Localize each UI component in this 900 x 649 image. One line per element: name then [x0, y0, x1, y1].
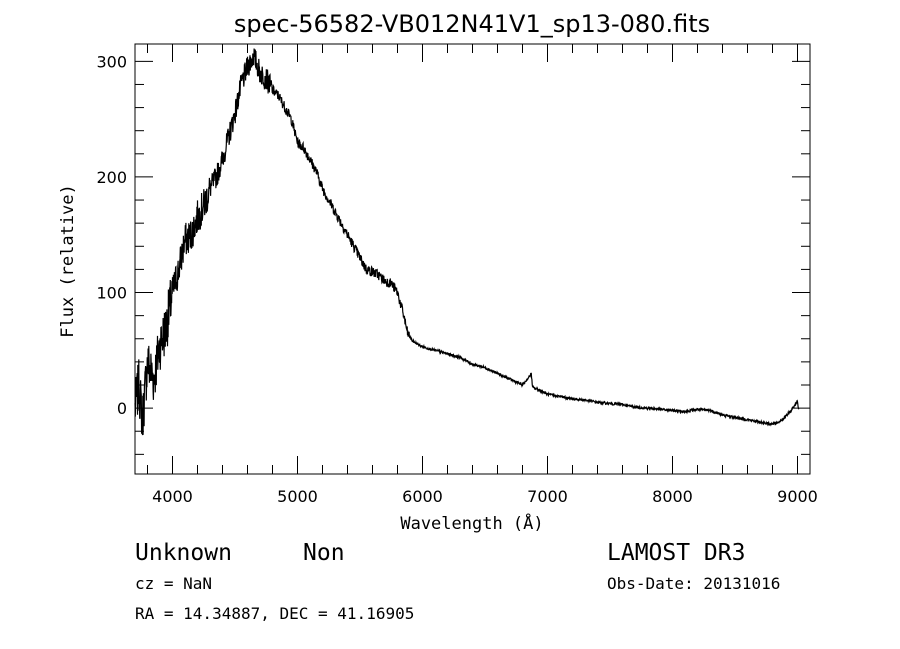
obs-date-label: Obs-Date: 20131016: [607, 574, 780, 593]
y-axis-ticks: 0 100 200 300: [96, 52, 810, 455]
subclass-label: Non: [303, 540, 345, 566]
chart-title: spec-56582-VB012N41V1_sp13-080.fits: [234, 10, 710, 38]
x-tick-label: 6000: [402, 487, 443, 506]
x-tick-label: 7000: [527, 487, 568, 506]
cz-label: cz = NaN: [135, 574, 212, 593]
spectrum-series-line: [134, 48, 800, 436]
x-tick-label: 8000: [652, 487, 693, 506]
y-axis-label: Flux (relative): [58, 184, 78, 338]
x-tick-label: 5000: [277, 487, 318, 506]
y-tick-label: 200: [96, 168, 127, 187]
y-tick-label: 100: [96, 284, 127, 303]
class-label: Unknown: [135, 540, 232, 566]
x-axis-ticks: 4000 5000 6000 7000 8000 9000: [147, 44, 818, 506]
x-axis-label: Wavelength (Å): [400, 512, 543, 534]
x-tick-label: 4000: [152, 487, 193, 506]
survey-label: LAMOST DR3: [607, 540, 745, 566]
plot-frame: [134, 43, 811, 475]
radec-label: RA = 14.34887, DEC = 41.16905: [135, 604, 414, 623]
x-tick-label: 9000: [777, 487, 818, 506]
y-tick-label: 300: [96, 52, 127, 71]
y-tick-label: 0: [117, 399, 127, 418]
